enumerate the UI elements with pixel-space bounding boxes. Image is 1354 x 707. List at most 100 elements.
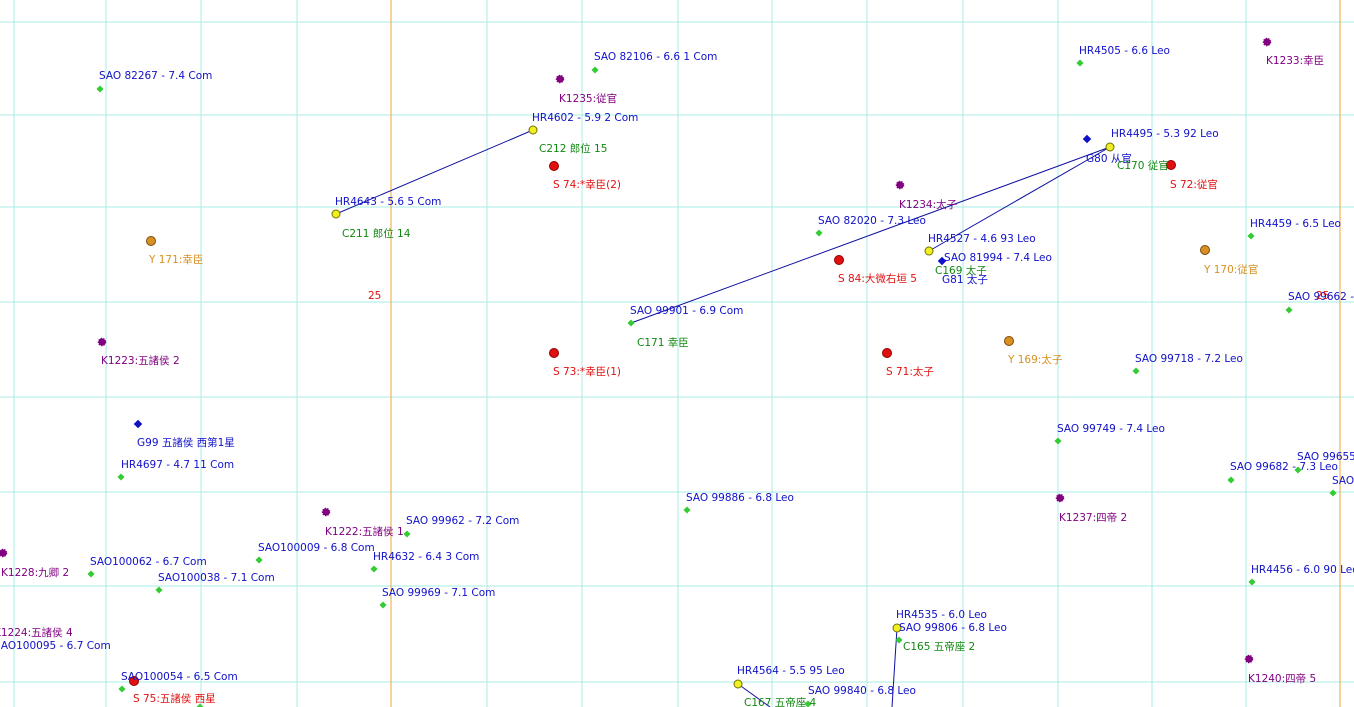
star-label: K1224:五諸侯 4 (0, 626, 73, 639)
faint-star-marker (683, 506, 691, 514)
star-label: C169 太子 (935, 264, 987, 277)
s-star-marker (882, 348, 892, 358)
star-label: S 72:従官 (1170, 178, 1218, 191)
star-label: SAO 99806 - 6.8 Leo (899, 622, 1007, 634)
star-label: SAO100009 - 6.8 Com (258, 542, 375, 554)
star-label: Y 169:太子 (1007, 353, 1062, 366)
k-star-marker (1244, 654, 1254, 664)
faint-star-marker (118, 685, 126, 693)
star-label: S 74:*幸臣(2) (553, 179, 621, 191)
star-label: HR4535 - 6.0 Leo (896, 609, 987, 621)
star-label: K1222:五諸侯 1 (325, 525, 404, 538)
faint-star-marker (196, 703, 204, 707)
g-star-marker (133, 419, 143, 429)
bright-star-marker (892, 623, 902, 633)
star-label: HR4643 - 5.6 5 Com (335, 196, 441, 208)
star-label: G81 太子 (942, 273, 988, 286)
star-label: SAO 82020 - 7.3 Leo (818, 215, 926, 227)
star-label: G99 五諸侯 西第1星 (137, 436, 235, 449)
faint-star-marker (255, 556, 263, 564)
faint-star-marker (87, 570, 95, 578)
star-label: SAO 99682 - 7.3 Leo (1230, 461, 1338, 473)
faint-star-marker (155, 586, 163, 594)
star-label: HR4456 - 6.0 90 Leo (1251, 564, 1354, 576)
star-label: SAO 82267 - 7.4 Com (99, 70, 212, 82)
k-star-marker (1055, 493, 1065, 503)
star-label: SAO100095 - 6.7 Com (0, 640, 111, 652)
k-star-marker (895, 180, 905, 190)
star-label: SAO 99840 - 6.8 Leo (808, 685, 916, 697)
star-label: SAO 99662 - (1288, 291, 1354, 303)
star-label: K1235:従官 (559, 92, 617, 105)
star-label: C171 幸臣 (637, 337, 689, 349)
star-label: SAO 99718 - 7.2 Leo (1135, 353, 1243, 365)
star-label: K1237:四帝 2 (1059, 511, 1127, 524)
s-star-marker (129, 676, 139, 686)
k-star-marker (555, 74, 565, 84)
star-label: K1240:四帝 5 (1248, 672, 1316, 685)
bright-star-marker (924, 246, 934, 256)
y-star-marker (146, 236, 156, 246)
star-label: C170 従官 (1117, 159, 1169, 172)
star-label: S 71:太子 (886, 365, 934, 378)
faint-star-marker (370, 565, 378, 573)
faint-star-marker (627, 319, 635, 327)
k-star-marker (97, 337, 107, 347)
y-star-marker (1004, 336, 1014, 346)
star-label: HR4527 - 4.6 93 Leo (928, 233, 1036, 245)
s-star-marker (1166, 160, 1176, 170)
s-star-marker (549, 348, 559, 358)
star-label: K1223:五諸侯 2 (101, 354, 180, 367)
k-star-marker (1262, 37, 1272, 47)
s-star-marker (549, 161, 559, 171)
star-label: SAO 81994 - 7.4 Leo (944, 252, 1052, 264)
star-label: SAO100054 - 6.5 Com (121, 671, 238, 683)
star-label: S 84:大微右垣 5 (838, 272, 917, 285)
star-label: C212 郎位 15 (539, 142, 607, 155)
star-label: Y 171:幸臣 (148, 254, 203, 266)
star-label: C165 五帝座 2 (903, 640, 975, 653)
star-label: HR4495 - 5.3 92 Leo (1111, 128, 1219, 140)
ra-hour-label: 25 (368, 290, 381, 302)
star-label: HR4602 - 5.9 2 Com (532, 112, 638, 124)
star-label: HR4632 - 6.4 3 Com (373, 551, 479, 563)
star-label: K1234:太子 (899, 198, 957, 211)
bright-star-marker (733, 679, 743, 689)
constellation-line (891, 627, 898, 707)
star-label: HR4564 - 5.5 95 Leo (737, 665, 845, 677)
star-label: SAO100038 - 7.1 Com (158, 572, 275, 584)
constellation-line (928, 146, 1111, 252)
star-label: SAO 82106 - 6.6 1 Com (594, 51, 717, 63)
constellation-line (335, 129, 534, 215)
star-markers (0, 37, 1337, 707)
faint-star-marker (591, 66, 599, 74)
bright-star-marker (1105, 142, 1115, 152)
k-star-marker (0, 548, 8, 558)
star-label: S 75:五諸侯 西星 (133, 692, 216, 705)
star-label: Y 170:従官 (1203, 263, 1258, 276)
star-label: SAO 99749 - 7.4 Leo (1057, 423, 1165, 435)
k-star-marker (321, 507, 331, 517)
star-label: SAO 99655 (1297, 451, 1354, 463)
constellation-line (630, 146, 1111, 324)
constellation-lines (335, 129, 1111, 707)
star-label: SAO100062 - 6.7 Com (90, 556, 207, 568)
constellation-line (737, 683, 771, 707)
star-label: G80 从官 (1086, 152, 1132, 165)
star-label: S 73:*幸臣(1) (553, 366, 621, 378)
star-label: SAO 99969 - 7.1 Com (382, 587, 495, 599)
faint-star-marker (96, 85, 104, 93)
star-label: HR4505 - 6.6 Leo (1079, 45, 1170, 57)
star-label: SAO 99886 - 6.8 Leo (686, 492, 794, 504)
faint-star-marker (815, 229, 823, 237)
star-label: C167 五帝座 4 (744, 696, 817, 707)
star-label: K1228:九卿 2 (1, 567, 69, 579)
star-label: SAO 99962 - 7.2 Com (406, 515, 519, 527)
bright-star-marker (528, 125, 538, 135)
bright-star-marker (331, 209, 341, 219)
star-label: HR4697 - 4.7 11 Com (121, 459, 234, 471)
y-star-marker (1200, 245, 1210, 255)
